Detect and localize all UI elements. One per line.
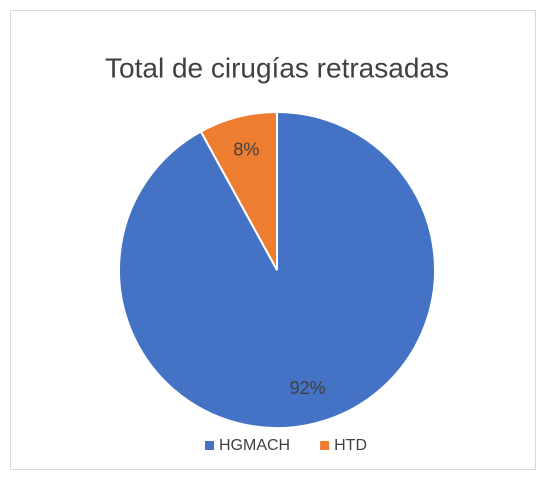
legend-swatch bbox=[320, 441, 330, 450]
pie-slice bbox=[199, 110, 278, 271]
legend-swatch bbox=[205, 441, 214, 450]
chart-title: Total de cirugías retrasadas bbox=[105, 52, 449, 83]
data-label: 8% bbox=[233, 139, 259, 159]
legend-label: HGMACH bbox=[219, 437, 290, 454]
data-label: 92% bbox=[290, 378, 326, 398]
legend-label: HTD bbox=[334, 437, 367, 454]
